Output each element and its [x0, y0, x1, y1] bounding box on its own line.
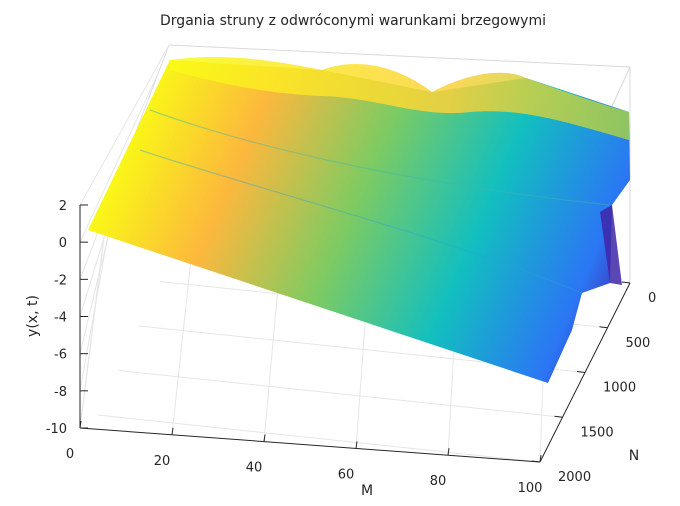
- x-axis-line: [79, 427, 541, 463]
- y-tick-mark: [599, 326, 608, 329]
- y-tick-mark: [531, 460, 541, 463]
- surface-top-ridge: [170, 57, 629, 140]
- surface-dip: [600, 205, 622, 285]
- y-tick-label: 2000: [558, 470, 591, 485]
- z-grid-line: [79, 44, 170, 206]
- x-tick-label: 80: [430, 474, 447, 489]
- y-tick-label: 500: [626, 336, 651, 351]
- x-tick-mark: [171, 427, 174, 435]
- z-tick-label: -2: [54, 273, 67, 288]
- y-grid-line: [118, 370, 563, 418]
- x-tick-label: 40: [246, 461, 263, 476]
- x-tick-mark: [263, 434, 266, 442]
- x-tick-mark: [539, 454, 542, 463]
- z-tick-label: -6: [54, 348, 67, 363]
- x-tick-mark: [447, 448, 450, 456]
- y-axis-label: N: [629, 448, 639, 464]
- z-tick-label: -4: [54, 311, 67, 326]
- z-tick-label: 2: [59, 199, 67, 214]
- z-tick-label: -8: [54, 385, 67, 400]
- y-tick-label: 1000: [603, 381, 636, 396]
- surface: [88, 57, 630, 383]
- z-axis-label: y(x, t): [25, 295, 41, 337]
- z-tick-label: 0: [59, 236, 67, 251]
- x-tick-label: 100: [518, 481, 543, 496]
- z-tick-label: -10: [46, 422, 67, 437]
- chart-title: Drgania struny z odwróconymi warunkami b…: [160, 13, 546, 29]
- y-tick-label: 0: [648, 291, 656, 306]
- y-tick-mark: [621, 281, 631, 284]
- x-axis-label: M: [361, 483, 373, 499]
- y-tick-mark: [576, 371, 586, 373]
- x-tick-label: 0: [66, 447, 74, 462]
- surface-ridge-line: [149, 109, 611, 206]
- y-grid-line: [97, 414, 541, 463]
- surface-ridge-line: [139, 149, 583, 294]
- tick-labels: 0 20 40 60 80 100050010001500200020-2-4-6-8-1…: [46, 199, 657, 496]
- surface-front: [88, 60, 630, 383]
- x-tick-mark: [355, 441, 358, 449]
- x-tick-label: 60: [338, 467, 355, 482]
- tick-marks: [79, 204, 631, 463]
- y-tick-label: 1500: [581, 425, 614, 440]
- y-tick-mark: [554, 415, 563, 418]
- z-grid-line: [79, 71, 160, 243]
- x-tick-label: 20: [154, 454, 171, 469]
- x-tick-mark: [79, 420, 82, 429]
